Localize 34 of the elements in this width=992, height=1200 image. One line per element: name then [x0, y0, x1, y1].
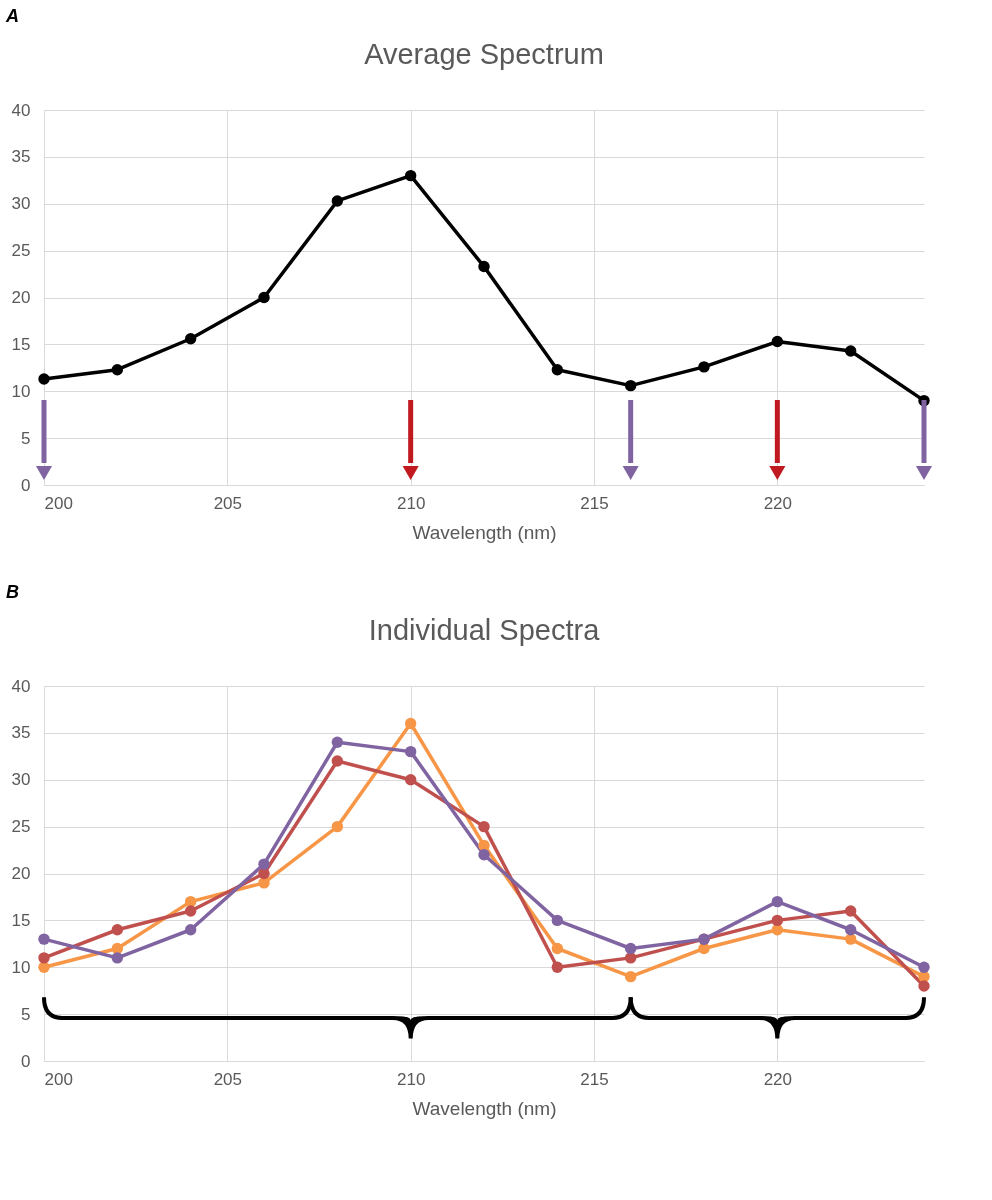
y-tick-label: 15 — [11, 910, 31, 930]
x-tick-label: 200 — [44, 493, 73, 513]
x-tick-label: 215 — [580, 1069, 609, 1089]
y-tick-label: 5 — [21, 428, 31, 448]
y-tick-label: 0 — [21, 1051, 31, 1071]
y-tick-label: 20 — [11, 288, 31, 307]
chart-title: Individual Spectra — [368, 614, 601, 646]
y-tick-label: 15 — [11, 334, 31, 354]
x-axis-title: Wavelength (nm) — [412, 521, 557, 543]
x-tick-label: 220 — [763, 1069, 793, 1089]
y-tick-label: 40 — [11, 100, 31, 120]
chart-title: Average Spectrum — [364, 38, 604, 70]
x-axis-title: Wavelength (nm) — [412, 1097, 557, 1119]
x-tick-label: 220 — [763, 493, 793, 513]
text: A — [5, 6, 19, 26]
y-tick-label: 10 — [11, 381, 31, 401]
x-tick-label: 215 — [580, 493, 609, 513]
y-tick-label: 20 — [11, 864, 31, 883]
x-tick-label: 210 — [396, 1069, 426, 1089]
y-tick-label: 30 — [11, 770, 31, 790]
y-tick-label: 5 — [21, 1004, 31, 1024]
y-tick-label: 25 — [11, 241, 31, 261]
y-tick-label: 0 — [21, 475, 31, 495]
y-tick-label: 25 — [11, 817, 31, 837]
x-tick-label: 205 — [213, 493, 243, 513]
y-tick-label: 30 — [11, 194, 31, 214]
text: B — [6, 582, 19, 602]
y-tick-label: 35 — [11, 147, 31, 167]
y-tick-label: 35 — [11, 723, 31, 743]
x-tick-label: 205 — [213, 1069, 243, 1089]
y-tick-label: 40 — [11, 676, 31, 696]
x-tick-label: 210 — [396, 493, 426, 513]
x-tick-label: 200 — [44, 1069, 73, 1089]
y-tick-label: 10 — [11, 957, 31, 977]
